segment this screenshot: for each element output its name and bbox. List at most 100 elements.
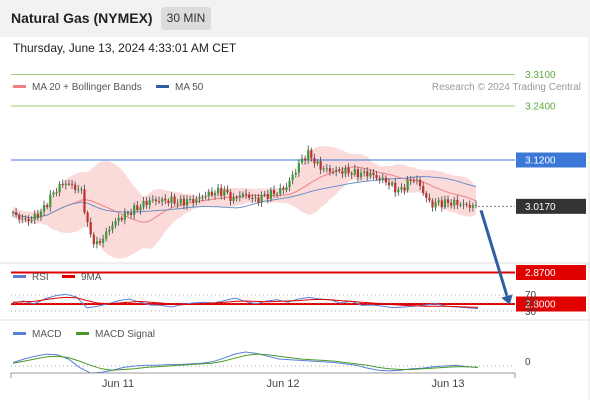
candle-up: [254, 197, 257, 199]
candle-up: [49, 194, 52, 208]
candle-up: [415, 179, 419, 181]
candle-down: [338, 170, 341, 172]
candle-up: [213, 193, 217, 196]
candle-down: [409, 179, 412, 181]
candle-down: [98, 241, 102, 243]
candle-down: [428, 197, 431, 201]
rsi-tick-70: 70: [525, 290, 537, 301]
candle-down: [229, 192, 232, 201]
candle-down: [394, 182, 397, 193]
candle-down: [456, 199, 459, 205]
candle-down: [173, 196, 176, 204]
candle-up: [359, 172, 363, 178]
last-price-badge: [516, 198, 586, 214]
candle-down: [403, 187, 406, 191]
signal-legend-label: MACD Signal: [95, 329, 155, 340]
candle-down: [74, 184, 77, 190]
support-label-2-8700: 2.8700: [525, 268, 556, 279]
candle-down: [331, 171, 335, 173]
rsi-tick-30: 30: [525, 307, 537, 318]
candle-down: [272, 189, 276, 194]
timeframe-button[interactable]: 30 MIN: [161, 7, 211, 30]
candle-up: [344, 167, 347, 174]
candle-up: [471, 205, 474, 208]
rsi-legend-label: RSI: [32, 272, 49, 283]
support-badge-2-8700: [516, 265, 586, 280]
candle-up: [133, 205, 136, 215]
candle-up: [114, 221, 117, 226]
candle-down: [83, 189, 86, 213]
macd-legend: MACD MACD Signal: [13, 329, 155, 340]
candle-down: [450, 202, 453, 206]
candle-down: [126, 212, 130, 214]
candle-up: [64, 183, 67, 185]
candle-down: [468, 204, 471, 208]
candle-down: [167, 200, 170, 204]
candle-up: [39, 211, 43, 218]
chart-header: Natural Gas (NYMEX) 30 MIN: [0, 0, 590, 37]
candle-down: [266, 194, 269, 199]
rsi-ma-legend-label: 9MA: [81, 272, 102, 283]
candle-up: [232, 197, 235, 201]
candle-down: [164, 198, 167, 201]
candle-up: [195, 198, 198, 203]
candle-up: [269, 189, 273, 199]
candle-down: [46, 205, 49, 208]
candle-up: [148, 200, 151, 205]
candle-down: [251, 197, 254, 199]
forecast-arrow-head: [501, 294, 513, 305]
candle-down: [70, 183, 74, 185]
candle-down: [372, 172, 375, 176]
candle-down: [319, 161, 322, 170]
candle-up: [139, 207, 142, 211]
candle-up: [294, 172, 297, 175]
candle-down: [366, 171, 369, 177]
candle-down: [67, 183, 71, 185]
candle-down: [313, 158, 316, 164]
target-label-3-2400: 3.2400: [525, 102, 556, 113]
candle-up: [400, 187, 403, 190]
candle-up: [381, 177, 384, 180]
candle-up: [170, 196, 173, 204]
candle-up: [77, 189, 80, 191]
candle-down: [129, 213, 133, 215]
candle-down: [145, 200, 148, 205]
candle-down: [412, 180, 415, 182]
pivot-badge: [516, 152, 586, 168]
candle-up: [353, 169, 356, 175]
candle-down: [431, 200, 434, 208]
candle-down: [244, 193, 248, 195]
candle-down: [235, 197, 238, 199]
candle-up: [316, 161, 319, 164]
macd-legend-swatch: [13, 332, 26, 335]
candle-up: [161, 198, 164, 202]
ma50-line: [12, 175, 477, 219]
candle-down: [157, 201, 161, 203]
candle-up: [189, 199, 192, 201]
candle-down: [257, 197, 260, 203]
candle-up: [21, 218, 24, 220]
candle-down: [440, 200, 443, 208]
candle-up: [111, 225, 114, 230]
candle-up: [453, 199, 456, 206]
candle-up: [108, 229, 111, 232]
candle-up: [102, 238, 105, 243]
candle-up: [263, 194, 266, 196]
candle-down: [422, 186, 425, 194]
support-badge-2-8000: [516, 296, 586, 312]
date-tick-jun-13: Jun 13: [431, 378, 464, 390]
candle-up: [58, 183, 61, 193]
candle-up: [307, 149, 310, 161]
candle-up: [322, 168, 325, 170]
candle-down: [347, 167, 350, 174]
macd-legend-label: MACD: [32, 329, 61, 340]
candle-up: [462, 203, 465, 205]
candle-down: [350, 173, 353, 175]
support-label-2-8000: 2.8000: [525, 300, 556, 311]
forecast-arrow-shaft: [479, 209, 509, 297]
candle-up: [204, 196, 207, 198]
candle-down: [341, 170, 344, 174]
candle-up: [238, 195, 241, 198]
candle-up: [105, 231, 108, 239]
